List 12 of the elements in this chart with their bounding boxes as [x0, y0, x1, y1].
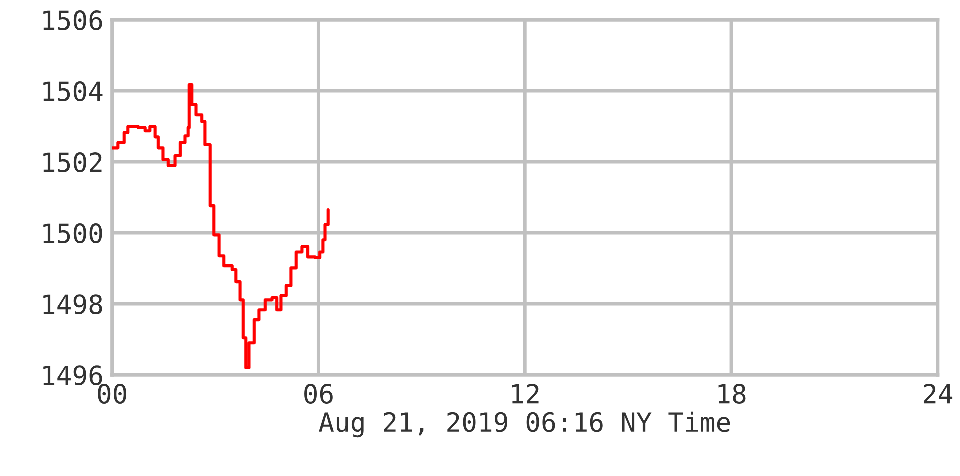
y-tick-label: 1506	[44, 10, 102, 30]
x-tick-label: 00	[98, 384, 126, 404]
y-tick-label: 1498	[44, 294, 102, 315]
y-tick-label: 1502	[44, 152, 102, 172]
x-tick-label: 06	[304, 384, 333, 404]
y-tick-label: 1500	[44, 224, 102, 244]
x-axis-title: Aug 21, 2019 06:16 NY Time	[319, 412, 730, 438]
x-tick-label: 18	[718, 384, 746, 404]
y-tick-label: 1496	[44, 366, 102, 386]
x-tick-label: 12	[512, 384, 539, 404]
y-tick-label: 1504	[44, 82, 103, 102]
x-tick-label: 24	[924, 384, 953, 404]
